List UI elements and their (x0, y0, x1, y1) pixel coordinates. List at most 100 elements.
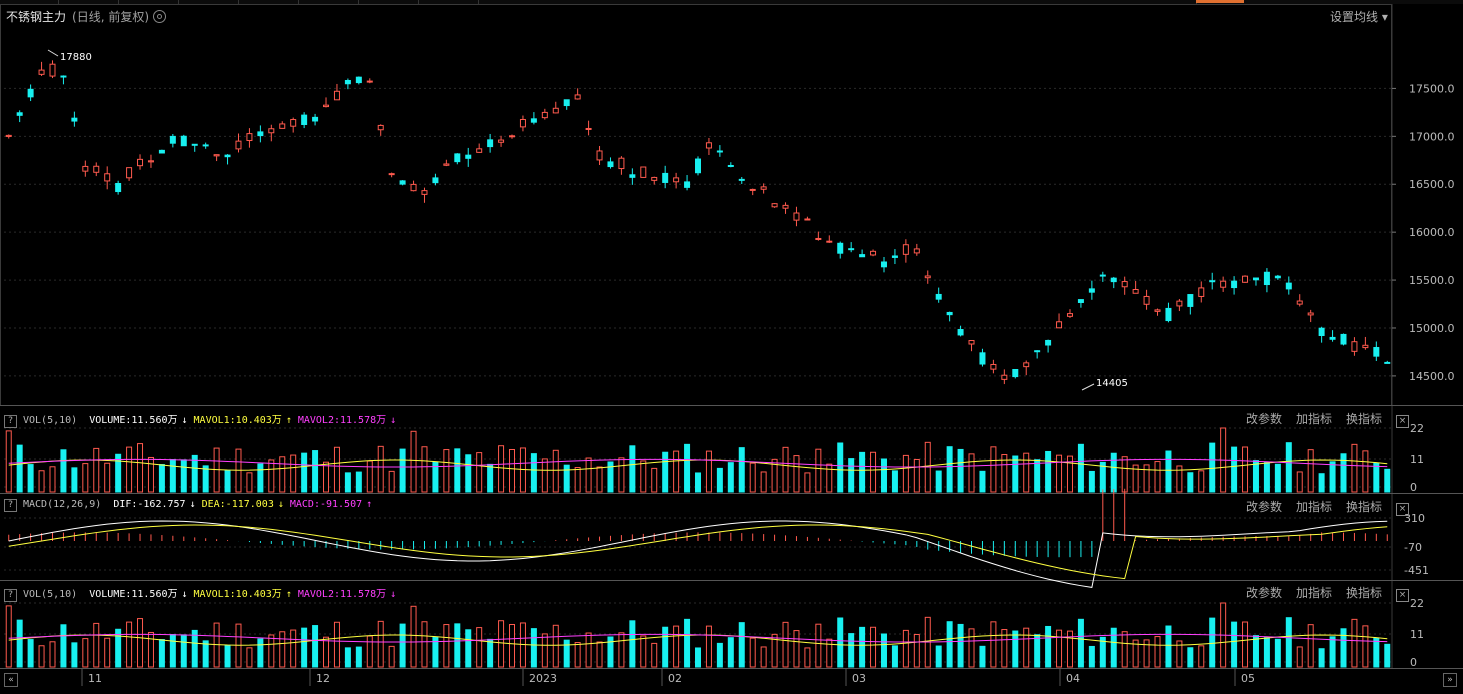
switch-indicator-button[interactable]: 换指标 (1346, 586, 1383, 600)
date-label: 11 (88, 672, 102, 685)
candle-body (541, 111, 548, 119)
volume-bar (1242, 621, 1249, 668)
add-indicator-button[interactable]: 加指标 (1296, 500, 1333, 514)
candle-body (738, 178, 745, 181)
macd-value: MACD:-91.507 (289, 499, 363, 510)
volume-bar (366, 460, 373, 493)
candle-body (93, 165, 100, 173)
volume-bar (1066, 630, 1073, 668)
volume-bar (16, 619, 23, 668)
arrow-up-icon: ↑ (366, 499, 373, 510)
volume-bar (126, 621, 133, 668)
volume-bar (301, 627, 308, 668)
volume-bar (684, 443, 691, 493)
help-icon[interactable]: ? (4, 415, 17, 428)
macd-tick-label: -70 (1404, 541, 1422, 554)
candle-body (104, 173, 111, 182)
candle-body (5, 134, 12, 137)
volume-bar (290, 629, 297, 668)
change-params-button[interactable]: 改参数 (1246, 500, 1283, 514)
volume-bar (268, 634, 275, 668)
volume-bar (673, 625, 680, 668)
candle-body (158, 149, 165, 154)
candle-body (1176, 300, 1183, 307)
candle-body (979, 352, 986, 365)
volume-bar (662, 451, 669, 493)
volume-bar (115, 453, 122, 493)
help-icon[interactable]: ? (4, 499, 17, 512)
volume-bar (257, 638, 264, 668)
volume-bar (815, 448, 822, 493)
price-tick-label: 17500.0 (1409, 82, 1455, 95)
close-icon[interactable]: × (1396, 589, 1410, 602)
switch-indicator-button[interactable]: 换指标 (1346, 412, 1383, 426)
volume-bar (1121, 456, 1128, 493)
macd-indicator: MACD(12,26,9) (23, 499, 102, 510)
candle-body (880, 261, 887, 268)
volume-bar (1296, 471, 1303, 493)
add-indicator-button[interactable]: 加指标 (1296, 586, 1333, 600)
volume-bar (804, 647, 811, 668)
candle-body (224, 154, 231, 158)
volume-bar (147, 456, 154, 493)
volume-bar (760, 471, 767, 493)
volume-bar (399, 623, 406, 668)
gear-icon[interactable] (153, 10, 167, 23)
change-params-button[interactable]: 改参数 (1246, 586, 1283, 600)
volume-bar (169, 634, 176, 668)
scroll-right-icon[interactable]: » (1443, 673, 1457, 687)
volume-bar (1132, 464, 1139, 493)
close-icon[interactable]: × (1396, 503, 1410, 516)
set-ma-button[interactable]: 设置均线 ▾ (1330, 10, 1388, 24)
candle-body (235, 140, 242, 150)
volume-bar (673, 450, 680, 493)
date-label: 2023 (529, 672, 557, 685)
candle-body (1045, 339, 1052, 346)
candle-body (498, 139, 505, 143)
volume-bar (530, 628, 537, 668)
candle-body (826, 240, 833, 243)
volume-bar (640, 635, 647, 668)
volume-bar (1318, 473, 1325, 493)
help-icon[interactable]: ? (4, 589, 17, 602)
volume-bar (344, 647, 351, 668)
candle-body (301, 114, 308, 125)
candle-body (1318, 327, 1325, 337)
volume-bar (596, 466, 603, 493)
switch-indicator-button[interactable]: 换指标 (1346, 500, 1383, 514)
candle-body (465, 154, 472, 159)
volume-bar (498, 620, 505, 668)
volume-bar (158, 464, 165, 493)
volume-bar (968, 453, 975, 493)
volume-bar (727, 637, 734, 668)
add-indicator-button[interactable]: 加指标 (1296, 412, 1333, 426)
change-params-button[interactable]: 改参数 (1246, 412, 1283, 426)
candle-body (290, 119, 297, 127)
volume-bar (760, 646, 767, 668)
volume-bar (333, 446, 340, 493)
scroll-left-icon[interactable]: « (4, 673, 18, 687)
volume-bar (629, 620, 636, 668)
candle-body (1209, 280, 1216, 283)
volume-bar (946, 621, 953, 668)
volume-bar (49, 641, 56, 668)
volume-bar (38, 645, 45, 668)
volume-bar (1351, 618, 1358, 668)
volume-bar (49, 466, 56, 493)
volume-bar (859, 451, 866, 493)
volume-bar (344, 472, 351, 493)
volume-bar (1252, 460, 1259, 493)
candle-body (695, 158, 701, 174)
volume-bar (870, 451, 877, 493)
price-tick-label: 16000.0 (1409, 226, 1455, 239)
volume-bar (771, 633, 778, 668)
main-chart-frame (0, 4, 1392, 406)
volume-bar (607, 461, 614, 493)
candle-body (115, 183, 122, 193)
arrow-down-icon: ↓ (390, 415, 397, 426)
vol-mavol1: MAVOL1:10.403万 (193, 415, 282, 426)
date-label: 05 (1241, 672, 1255, 685)
close-icon[interactable]: × (1396, 415, 1410, 428)
volume-bar (71, 467, 78, 493)
